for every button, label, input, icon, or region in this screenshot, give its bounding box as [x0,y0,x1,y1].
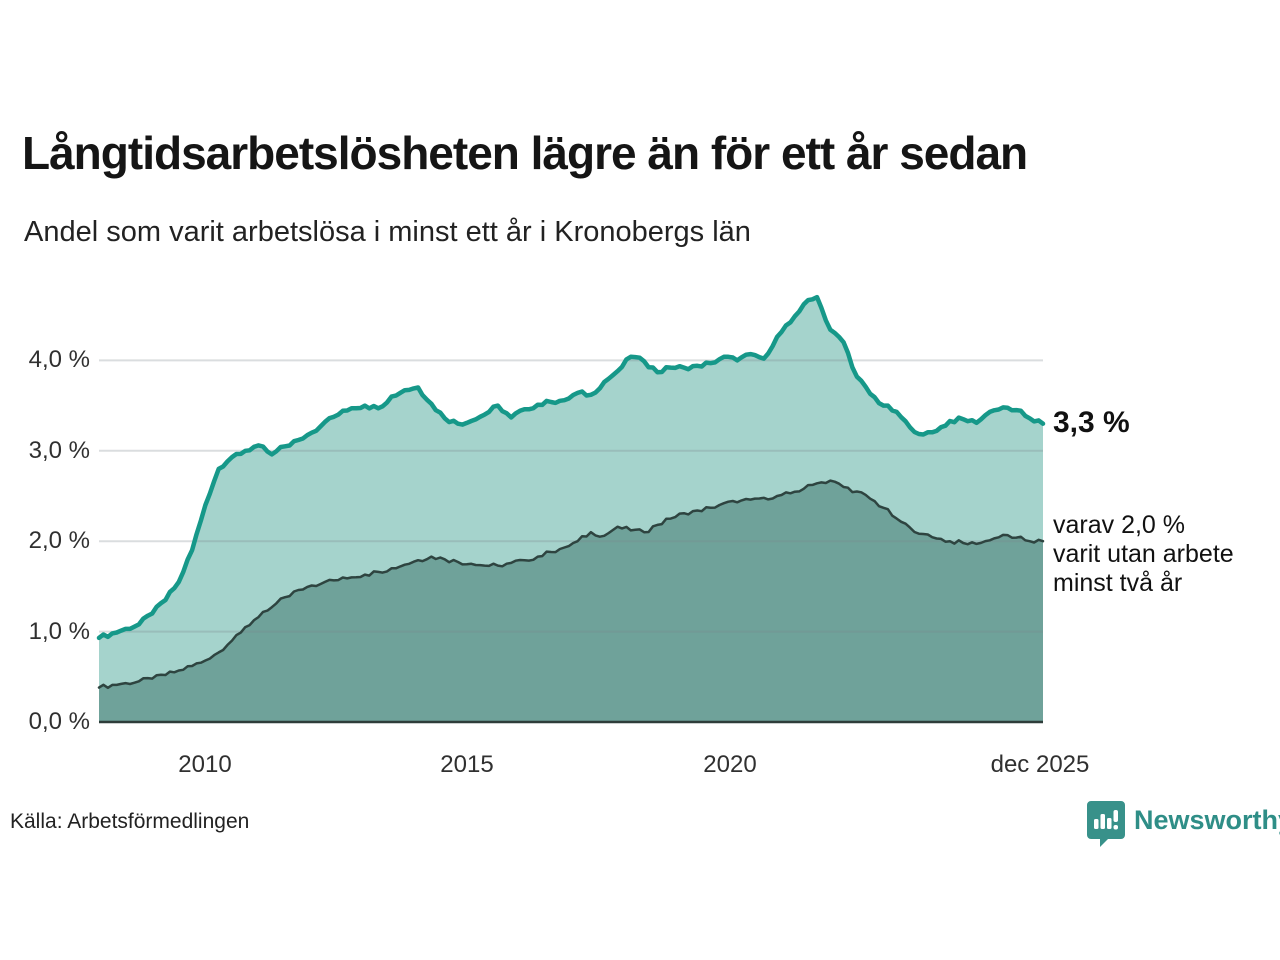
logo-bar-2 [1100,814,1105,829]
newsworthy-logo[interactable]: Newsworthy [1086,800,1280,850]
line-minst-ett-ar [96,294,1046,641]
y-tick-3: 3,0 % [28,437,90,464]
x-tick-2020: 2020 [703,751,757,778]
chart-title: Långtidsarbetslösheten lägre än för ett … [22,127,1028,179]
logo-exclamation-dot [1113,825,1118,830]
logo-exclamation-bar [1113,810,1118,822]
secondary-value-label: varav 2,0 % varit utan arbete minst två … [1053,511,1234,598]
logo-bar-1 [1094,819,1099,829]
y-tick-4: 4,0 % [28,346,90,373]
latest-value-label: 3,3 % [1053,406,1130,439]
logo-bar-3 [1107,818,1112,829]
source-text: Källa: Arbetsförmedlingen [10,810,250,833]
chart-subtitle: Andel som varit arbetslösa i minst ett å… [24,216,751,248]
logo-bubble-shape [1087,801,1125,847]
x-tick-2015: 2015 [440,751,494,778]
secondary-value-line3: minst två år [1053,569,1183,597]
y-tick-2: 2,0 % [28,527,90,554]
secondary-value-line1: varav 2,0 % [1053,511,1186,539]
newsworthy-wordmark: Newsworthy [1134,805,1280,835]
x-tick-dec-2025: dec 2025 [990,751,1090,778]
line-minst-tva-ar [97,479,1045,690]
secondary-value-line2: varit utan arbete [1053,540,1234,568]
area-fill-minst-tva-ar [99,480,1043,722]
y-tick-0: 0,0 % [28,708,90,735]
newsworthy-logo-icon [1087,801,1125,847]
x-tick-2010: 2010 [178,751,232,778]
y-tick-1: 1,0 % [28,618,90,645]
